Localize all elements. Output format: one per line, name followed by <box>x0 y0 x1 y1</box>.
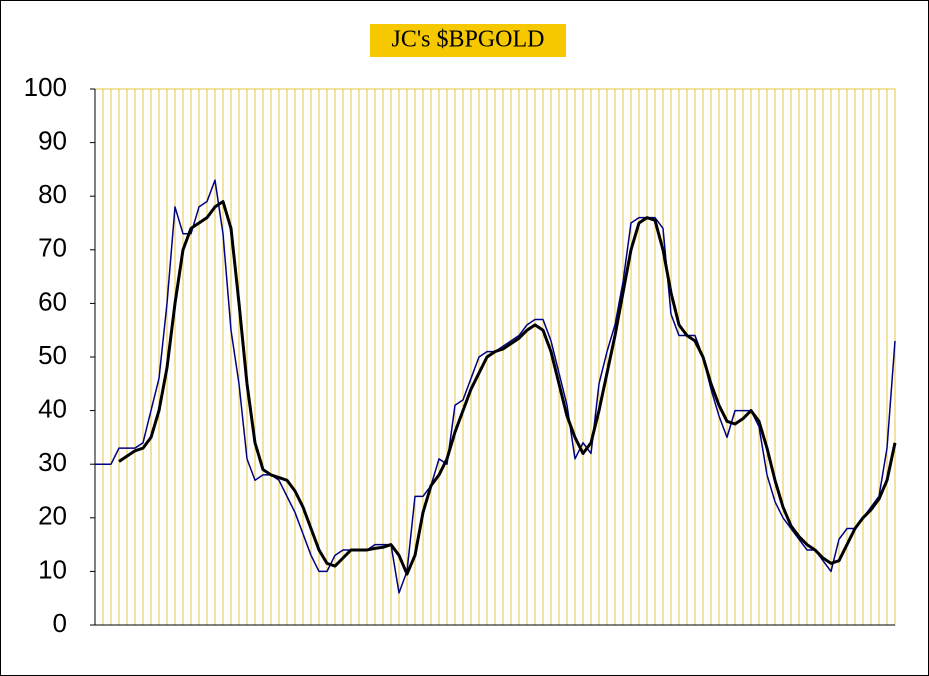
y-tick-label: 0 <box>53 608 67 638</box>
y-tick-label: 100 <box>24 72 67 102</box>
series-line <box>118 200 897 576</box>
y-tick-label: 80 <box>38 179 67 209</box>
y-tick-label: 10 <box>38 554 67 584</box>
y-tick-label: 20 <box>38 501 67 531</box>
y-tick-label: 90 <box>38 125 67 155</box>
chart-title: JC's $BPGOLD <box>391 27 544 53</box>
y-tick-label: 70 <box>38 233 67 263</box>
y-tick-label: 50 <box>38 340 67 370</box>
y-tick-label: 30 <box>38 447 67 477</box>
y-tick-label: 40 <box>38 393 67 423</box>
y-tick-label: 60 <box>38 286 67 316</box>
title-box <box>370 24 566 57</box>
